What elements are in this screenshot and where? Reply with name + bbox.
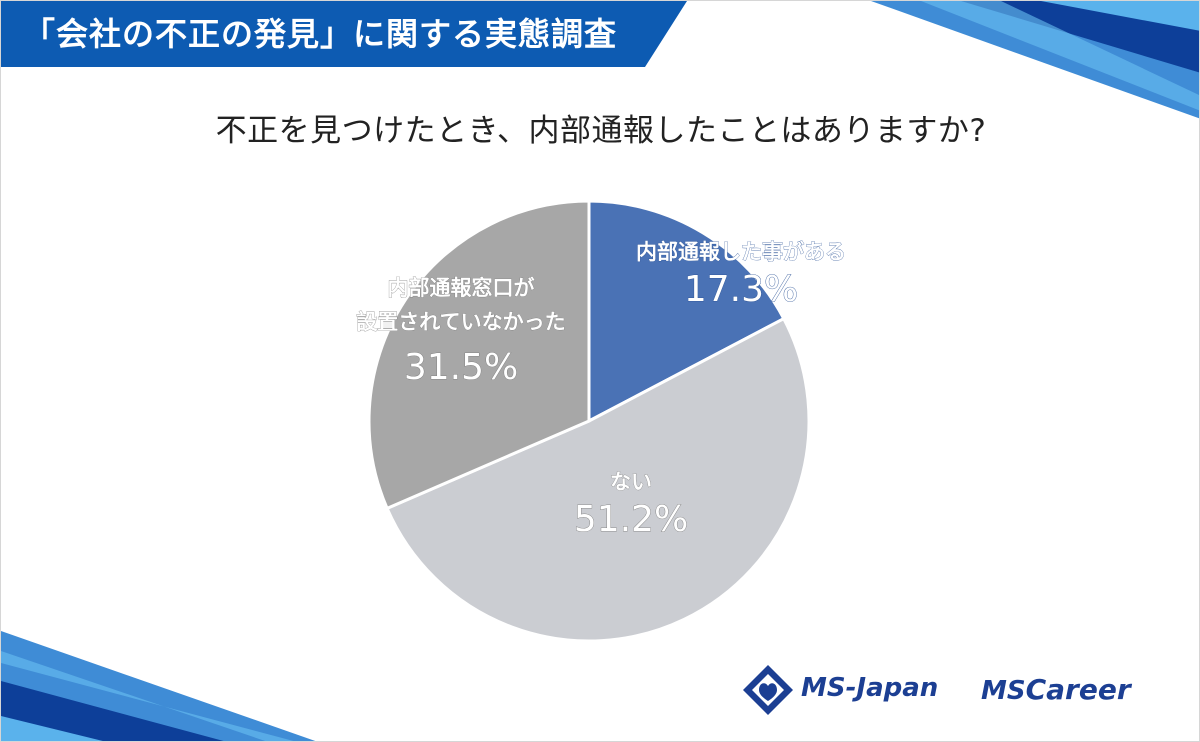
ms-japan-logo-icon [743, 665, 793, 715]
ms-japan-logo-text: MS-Japan [801, 673, 939, 703]
slice-value-2: 51.2% [574, 499, 688, 540]
slice-label-3-line-2: 設置されていなかった [356, 310, 565, 334]
corner-stripes-top-right [871, 1, 1199, 119]
ms-career-logo-ms: MS [981, 676, 1026, 706]
slice-value-3: 31.5% [404, 347, 518, 388]
pie-slice-3 [367, 199, 591, 511]
slice-label-2-line-1: ない [610, 470, 652, 494]
pie-slice-2 [385, 316, 811, 643]
chart-question: 不正を見つけたとき、内部通報したことはありますか? [215, 113, 987, 149]
corner-stripes-bottom-left [1, 631, 316, 741]
pie-slice-1 [587, 199, 786, 424]
ms-career-logo-career: Career [1025, 673, 1131, 706]
logo-area: MS-Japan MSCareer [741, 661, 1161, 721]
slice-label-1-line-1: 内部通報した事がある [636, 240, 846, 264]
header-title: 「会社の不正の発見」に関する実態調査 [23, 15, 618, 53]
slice-label-3-line-1: 内部通報窓口が [388, 276, 535, 300]
slice-value-1: 17.3% [684, 269, 798, 310]
header-banner: 「会社の不正の発見」に関する実態調査 [1, 1, 701, 67]
header-banner-shape [1, 1, 687, 67]
ms-career-logo: MSCareer [981, 673, 1131, 706]
